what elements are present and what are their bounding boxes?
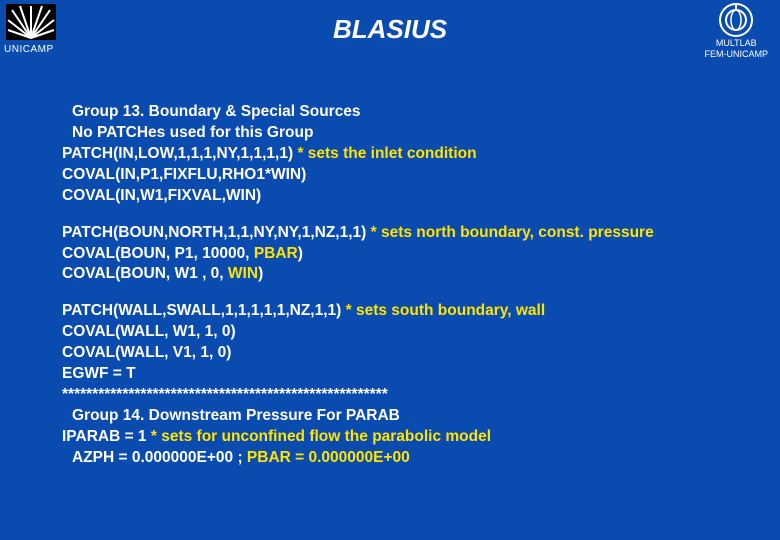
text-line: No PATCHes used for this Group (62, 123, 750, 144)
comment-text: * sets the inlet condition (297, 145, 476, 162)
text-line: ****************************************… (62, 385, 750, 406)
multlab-label-2: FEM-UNICAMP (705, 50, 769, 60)
unicamp-label: UNICAMP (4, 44, 54, 55)
slide-header: UNICAMP BLASIUS MULTLAB FEM-UNICAMP (0, 0, 780, 60)
multlab-label-1: MULTLAB (705, 39, 769, 49)
code-text: PATCH(BOUN,NORTH,1,1,NY,NY,1,NZ,1,1) (62, 224, 371, 241)
block-wall: PATCH(WALL,SWALL,1,1,1,1,1,NZ,1,1) * set… (62, 301, 750, 468)
unicamp-logo (6, 4, 56, 40)
text-line: Group 14. Downstream Pressure For PARAB (62, 406, 750, 427)
comment-text: * sets for unconfined flow the parabolic… (151, 428, 491, 445)
code-text: AZPH = 0.000000E+00 ; (72, 449, 247, 466)
highlight-text: PBAR (254, 245, 298, 262)
code-text: COVAL(BOUN, W1 , 0, (62, 265, 228, 282)
text-line: IPARAB = 1 * sets for unconfined flow th… (62, 427, 750, 448)
text-line: PATCH(BOUN,NORTH,1,1,NY,NY,1,NZ,1,1) * s… (62, 223, 750, 244)
multlab-logo-block: MULTLAB FEM-UNICAMP (705, 2, 769, 60)
comment-text: * sets south boundary, wall (346, 302, 546, 319)
code-text: ) (298, 245, 303, 262)
code-text: ) (258, 265, 263, 282)
code-text: PATCH(IN,LOW,1,1,1,NY,1,1,1,1) (62, 145, 297, 162)
code-text: PATCH(WALL,SWALL,1,1,1,1,1,NZ,1,1) (62, 302, 346, 319)
text-line: Group 13. Boundary & Special Sources (62, 102, 750, 123)
highlight-text: PBAR = 0.000000E+00 (247, 449, 410, 466)
block-group13: Group 13. Boundary & Special Sources No … (62, 102, 750, 207)
comment-text: * sets north boundary, const. pressure (371, 224, 654, 241)
text-line: COVAL(IN,P1,FIXFLU,RHO1*WIN) (62, 165, 750, 186)
text-line: COVAL(BOUN, P1, 10000, PBAR) (62, 244, 750, 265)
highlight-text: WIN (228, 265, 258, 282)
code-text: COVAL(BOUN, P1, 10000, (62, 245, 254, 262)
text-line: COVAL(WALL, V1, 1, 0) (62, 343, 750, 364)
text-line: COVAL(WALL, W1, 1, 0) (62, 322, 750, 343)
block-boun: PATCH(BOUN,NORTH,1,1,NY,NY,1,NZ,1,1) * s… (62, 223, 750, 286)
text-line: PATCH(WALL,SWALL,1,1,1,1,1,NZ,1,1) * set… (62, 301, 750, 322)
text-line: COVAL(BOUN, W1 , 0, WIN) (62, 264, 750, 285)
text-line: EGWF = T (62, 364, 750, 385)
text-line: PATCH(IN,LOW,1,1,1,NY,1,1,1,1) * sets th… (62, 144, 750, 165)
slide-title: BLASIUS (333, 14, 447, 45)
code-text: IPARAB = 1 (62, 428, 151, 445)
text-line: AZPH = 0.000000E+00 ; PBAR = 0.000000E+0… (62, 448, 750, 469)
multlab-logo-icon (718, 2, 754, 38)
text-line: COVAL(IN,W1,FIXVAL,WIN) (62, 186, 750, 207)
slide-content: Group 13. Boundary & Special Sources No … (62, 102, 750, 485)
